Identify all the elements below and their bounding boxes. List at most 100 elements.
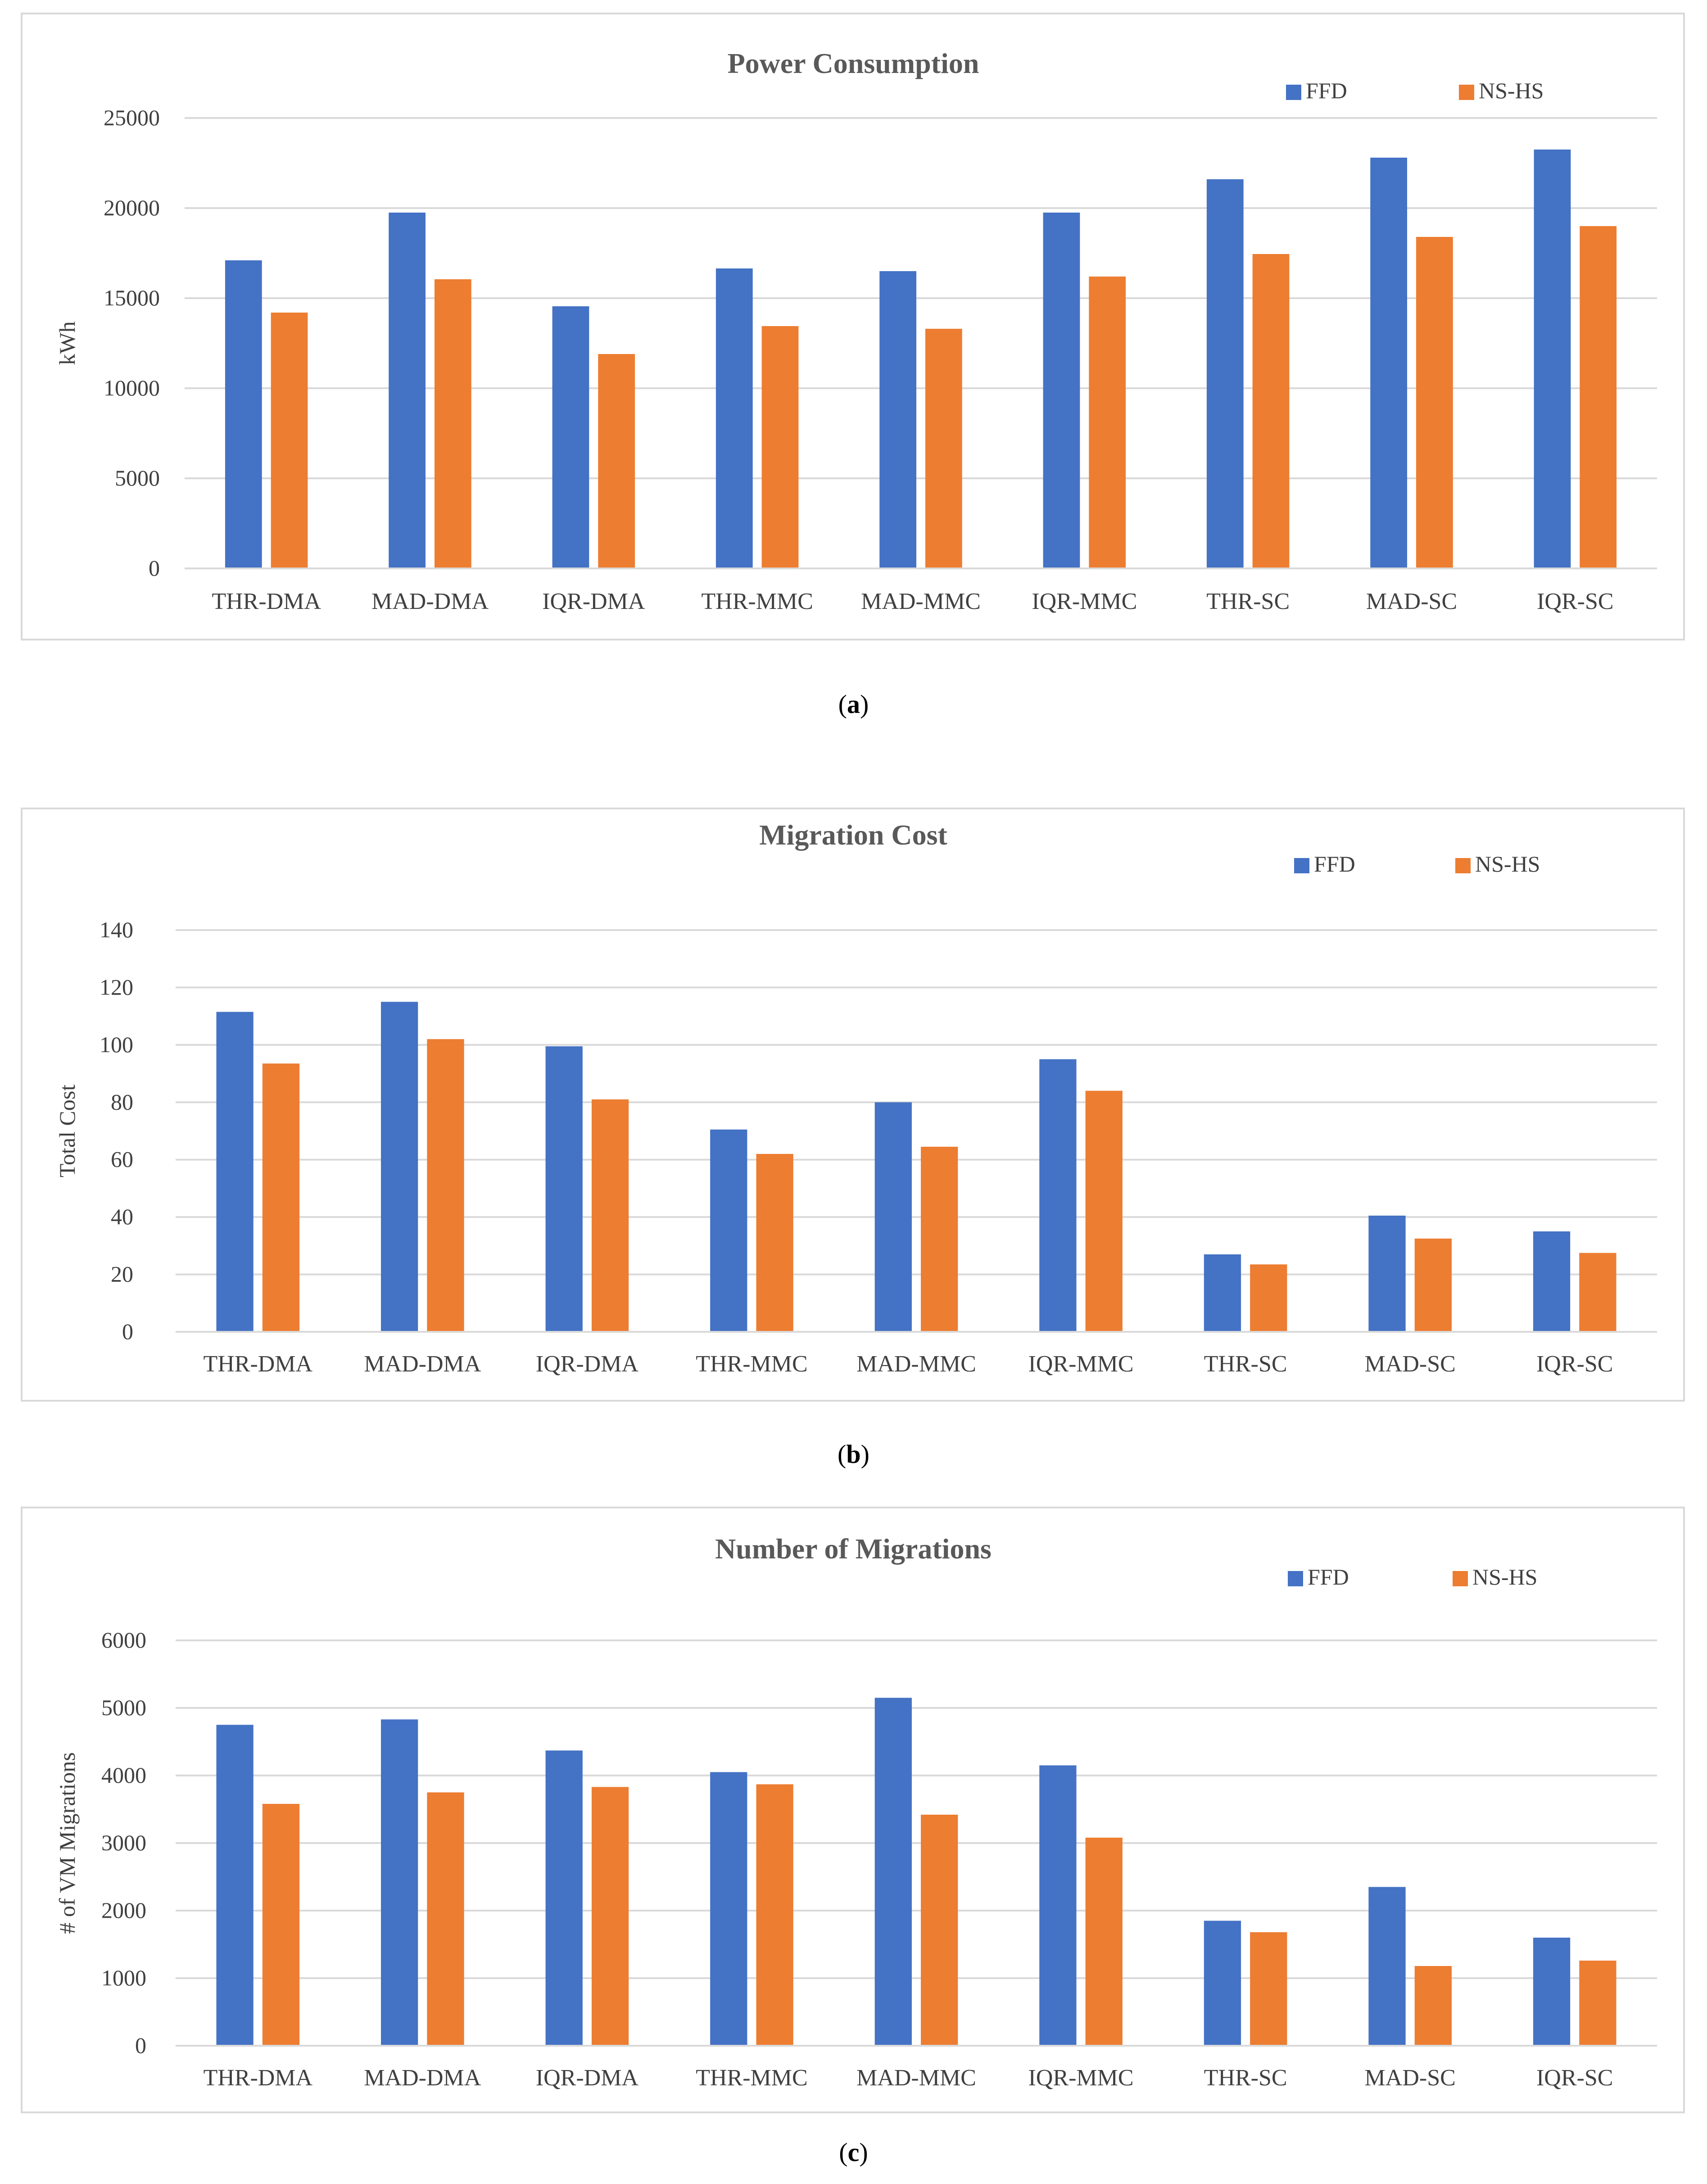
legend-label-ffd: FFD [1306, 78, 1347, 103]
x-tick-label: IQR-SC [1536, 1351, 1613, 1377]
bar-ffd-mad-mmc [874, 1698, 912, 2046]
y-tick-label: 1000 [101, 1965, 146, 1990]
y-tick-label: 5000 [101, 1695, 146, 1720]
y-tick-label: 60 [111, 1147, 133, 1172]
x-tick-label: THR-MMC [696, 2065, 807, 2091]
y-tick-label: 10000 [104, 375, 160, 400]
bar-ns-hs-mad-sc [1414, 1966, 1452, 2046]
bar-ffd-thr-mmc [710, 1772, 747, 2046]
bar-ns-hs-thr-dma [262, 1063, 300, 1332]
legend-label-ns-hs: NS-HS [1472, 1564, 1537, 1589]
bar-ns-hs-mad-sc [1416, 237, 1453, 568]
x-tick-label: IQR-MMC [1028, 1351, 1134, 1377]
x-tick-label: IQR-DMA [542, 589, 645, 614]
x-tick-label: THR-SC [1204, 2065, 1287, 2091]
bar-ns-hs-mad-dma [434, 279, 471, 568]
caption-a-letter: a [847, 690, 860, 719]
bar-ffd-iqr-sc [1534, 150, 1571, 568]
bar-ffd-thr-mmc [710, 1129, 747, 1332]
bar-ns-hs-iqr-mmc [1089, 277, 1126, 568]
chart-title: Migration Cost [759, 819, 947, 851]
x-tick-label: THR-MMC [696, 1351, 807, 1377]
x-tick-label: MAD-DMA [364, 2065, 481, 2091]
x-tick-label: MAD-SC [1365, 1351, 1456, 1377]
bar-ns-hs-mad-mmc [921, 1147, 958, 1332]
bar-ns-hs-iqr-sc [1580, 226, 1617, 568]
bar-ffd-iqr-mmc [1039, 1059, 1077, 1332]
x-tick-label: IQR-SC [1536, 2065, 1613, 2091]
number-of-migrations-chart: 0 1000 2000 3000 4000 5000 6000 Number of Migra… [21, 1507, 1685, 2113]
bar-ffd-iqr-mmc [1039, 1765, 1077, 2046]
bar-ns-hs-mad-dma [427, 1792, 464, 2046]
bar-ns-hs-thr-dma [262, 1804, 300, 2046]
bar-ns-hs-mad-dma [427, 1039, 464, 1332]
y-tick-label: 20 [111, 1262, 133, 1287]
bar-ns-hs-iqr-mmc [1085, 1090, 1123, 1332]
bar-ns-hs-thr-mmc [761, 326, 799, 568]
legend-label-ns-hs: NS-HS [1479, 78, 1544, 103]
x-tick-label: MAD-MMC [856, 2065, 976, 2091]
bar-ns-hs-mad-sc [1414, 1238, 1452, 1332]
x-tick-label: IQR-SC [1537, 589, 1613, 614]
legend-swatch-ns-hs [1459, 85, 1474, 100]
x-tick-label: THR-DMA [212, 589, 321, 614]
x-tick-label: THR-DMA [203, 1351, 312, 1377]
bar-ffd-iqr-dma [552, 306, 589, 568]
bar-ffd-thr-mmc [715, 268, 753, 568]
caption-b: (b) [838, 1439, 869, 1469]
x-tick-label: THR-SC [1204, 1351, 1287, 1377]
bar-ffd-thr-dma [216, 1725, 254, 2046]
bar-ns-hs-iqr-dma [591, 1099, 629, 1332]
x-tick-label: MAD-DMA [364, 1351, 481, 1377]
y-tick-label: 15000 [104, 285, 160, 310]
y-tick-label: 100 [100, 1032, 133, 1057]
bar-ns-hs-mad-mmc [925, 329, 962, 568]
legend-label-ffd: FFD [1308, 1564, 1349, 1589]
x-tick-label: THR-MMC [701, 589, 813, 614]
y-tick-label: 20000 [104, 195, 160, 220]
legend-swatch-ffd [1288, 1571, 1303, 1586]
bar-ns-hs-iqr-sc [1579, 1961, 1616, 2046]
y-axis-label: kWh [54, 321, 80, 365]
x-tick-label: THR-SC [1206, 589, 1290, 614]
legend-swatch-ffd [1294, 858, 1309, 873]
y-tick-label: 2000 [101, 1898, 146, 1923]
legend-swatch-ffd [1286, 85, 1301, 100]
bar-ffd-thr-dma [225, 260, 262, 568]
bar-ns-hs-thr-sc [1252, 254, 1290, 568]
caption-c: (c) [839, 2138, 868, 2167]
caption-b-letter: b [846, 1439, 861, 1469]
bar-ffd-mad-sc [1368, 1887, 1406, 2046]
bar-ffd-thr-dma [216, 1012, 254, 1332]
y-tick-label: 0 [135, 2033, 146, 2058]
y-tick-label: 4000 [101, 1762, 146, 1788]
bar-ffd-mad-mmc [874, 1102, 912, 1332]
y-tick-label: 120 [100, 974, 133, 999]
bar-ffd-iqr-sc [1533, 1938, 1571, 2046]
bar-ffd-thr-sc [1204, 1921, 1241, 2046]
bar-ns-hs-thr-mmc [756, 1784, 793, 2046]
bar-ns-hs-thr-dma [271, 313, 308, 568]
chart-panel-a: 0 5000 10000 15000 20000 25000 Power Consumpti… [0, 0, 1707, 649]
x-tick-label: IQR-MMC [1028, 2065, 1134, 2091]
bar-ffd-mad-dma [381, 1002, 418, 1332]
chart-title: Power Consumption [728, 47, 979, 79]
y-tick-label: 140 [100, 917, 133, 942]
x-tick-label: THR-DMA [203, 2065, 312, 2091]
caption-c-letter: c [847, 2138, 860, 2167]
y-axis-label: Total Cost [54, 1085, 80, 1177]
y-tick-label: 6000 [101, 1627, 146, 1653]
chart-panel-c: 0 1000 2000 3000 4000 5000 6000 Number of Migra… [0, 1504, 1707, 2117]
x-tick-label: IQR-DMA [536, 2065, 639, 2091]
x-tick-label: MAD-DMA [371, 589, 489, 614]
y-axis-label: # of VM Migrations [54, 1752, 80, 1934]
bar-ns-hs-thr-sc [1250, 1264, 1287, 1332]
bar-ns-hs-thr-sc [1250, 1932, 1287, 2046]
bar-ffd-mad-mmc [879, 271, 917, 568]
legend-swatch-ns-hs [1455, 858, 1471, 873]
y-tick-label: 3000 [101, 1830, 146, 1855]
legend-label-ns-hs: NS-HS [1475, 851, 1540, 876]
y-tick-label: 80 [111, 1089, 133, 1114]
legend-label-ffd: FFD [1314, 851, 1355, 876]
y-tick-label: 0 [149, 555, 160, 581]
